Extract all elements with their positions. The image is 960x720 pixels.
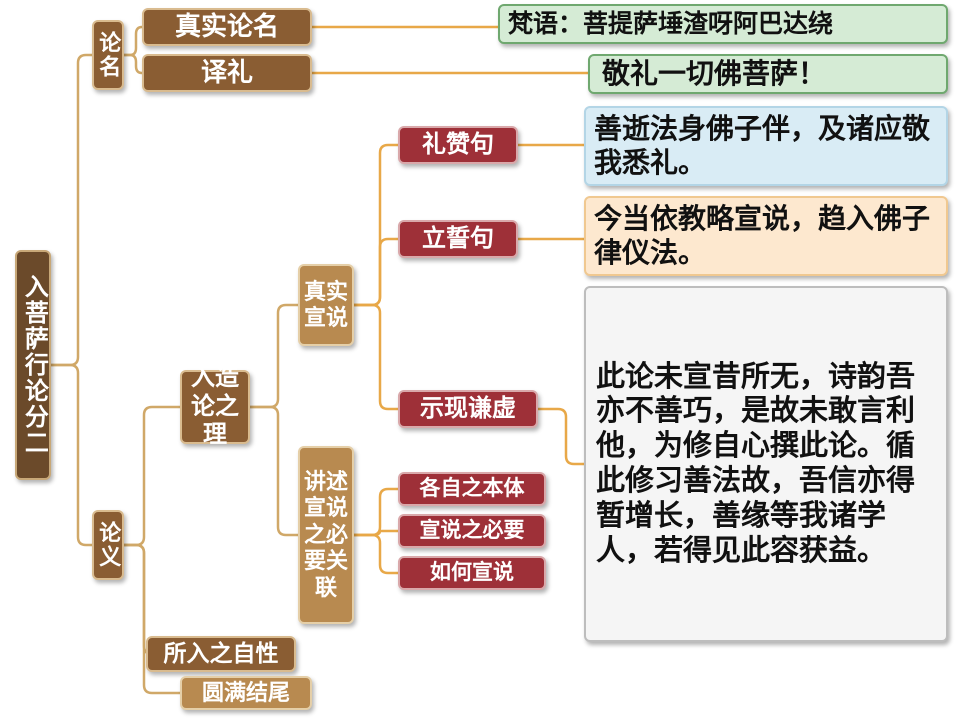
node-l4f: 如何宣说 bbox=[398, 556, 546, 590]
node-l2d: 所入之自性 bbox=[146, 636, 296, 672]
node-l3b: 讲述宣说之必要关联 bbox=[298, 446, 354, 624]
node-leafE: 此论未宣昔所无，诗韵吾亦不善巧，是故未敢言利他，为修自心撰此论。循此修习善法故，… bbox=[584, 286, 948, 642]
node-root: 入菩萨行论分二 bbox=[15, 250, 51, 480]
node-l4a: 礼赞句 bbox=[398, 126, 518, 164]
node-l4d: 各自之本体 bbox=[398, 472, 546, 506]
node-leafC: 善逝法身佛子伴，及诸应敬我悉礼。 bbox=[584, 106, 948, 186]
node-l2e: 圆满结尾 bbox=[180, 676, 312, 710]
node-l4e: 宣说之必要 bbox=[398, 514, 546, 548]
node-l2c: 入造论之理 bbox=[180, 370, 250, 444]
node-leafB: 敬礼一切佛菩萨！ bbox=[588, 54, 948, 94]
node-l4b: 立誓句 bbox=[398, 220, 518, 258]
node-l4c: 示现谦虚 bbox=[398, 390, 538, 428]
node-l1b: 论义 bbox=[92, 510, 124, 580]
node-leafA: 梵语：菩提萨埵渣呀阿巴达绕 bbox=[498, 4, 948, 44]
node-l3a: 真实宣说 bbox=[298, 264, 354, 346]
node-leafD: 今当依教略宣说，趋入佛子律仪法。 bbox=[584, 196, 948, 276]
node-l1a: 论名 bbox=[92, 20, 124, 90]
node-l2b: 译礼 bbox=[142, 54, 312, 92]
node-l2a: 真实论名 bbox=[142, 8, 312, 46]
